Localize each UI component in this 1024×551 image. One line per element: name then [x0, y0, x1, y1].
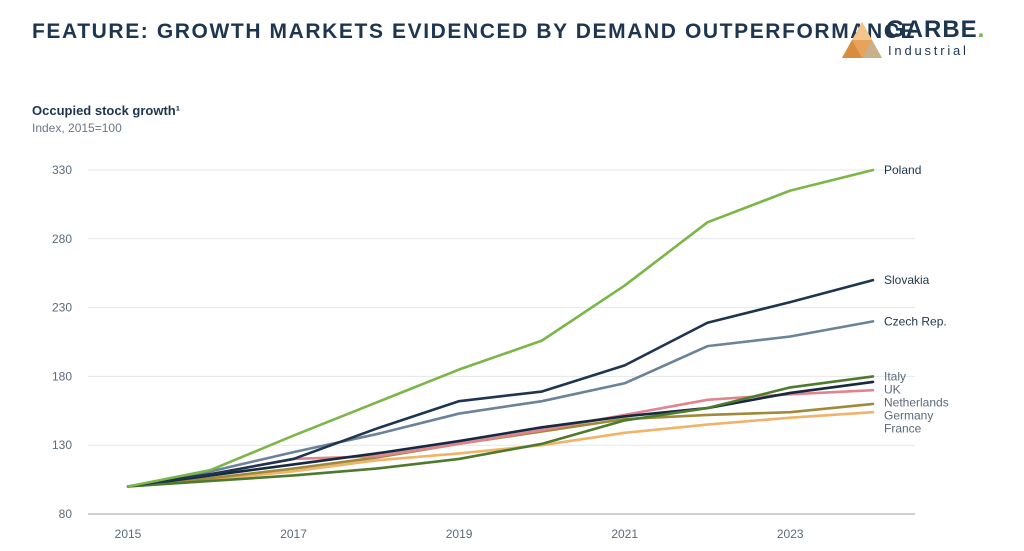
y-tick-label: 180	[52, 369, 72, 383]
series-label: UK	[884, 382, 901, 396]
series-line	[126, 168, 875, 488]
series-label: Germany	[884, 408, 933, 422]
series-label: Poland	[884, 163, 921, 177]
series-label: France	[884, 421, 922, 435]
logo-wordmark: GARBE.	[886, 16, 986, 43]
x-tick-label: 2017	[280, 527, 307, 541]
series-line	[126, 375, 875, 488]
page-title: FEATURE: GROWTH MARKETS EVIDENCED BY DEM…	[32, 20, 917, 43]
series-label: Czech Rep.	[884, 314, 947, 328]
y-tick-label: 130	[52, 438, 72, 452]
logo: GARBE. Industrial	[840, 16, 1010, 60]
y-tick-label: 230	[52, 301, 72, 315]
series-label: Netherlands	[884, 395, 949, 409]
series-line	[126, 410, 875, 488]
logo-subtitle: Industrial	[888, 43, 969, 58]
x-tick-label: 2021	[611, 527, 638, 541]
series-label: Italy	[884, 369, 906, 383]
x-tick-label: 2023	[777, 527, 804, 541]
x-tick-label: 2015	[115, 527, 142, 541]
x-tick-label: 2019	[446, 527, 473, 541]
chart-title: Occupied stock growth¹	[32, 103, 181, 118]
series-line	[126, 380, 875, 488]
chart-subtitle: Index, 2015=100	[32, 121, 122, 135]
series-label: Slovakia	[884, 273, 930, 287]
y-tick-label: 280	[52, 232, 72, 246]
y-tick-label: 80	[59, 507, 73, 521]
logo-triangle-icon	[842, 22, 882, 58]
series-line	[126, 320, 875, 488]
y-tick-label: 330	[52, 163, 72, 177]
series-line	[126, 278, 875, 488]
